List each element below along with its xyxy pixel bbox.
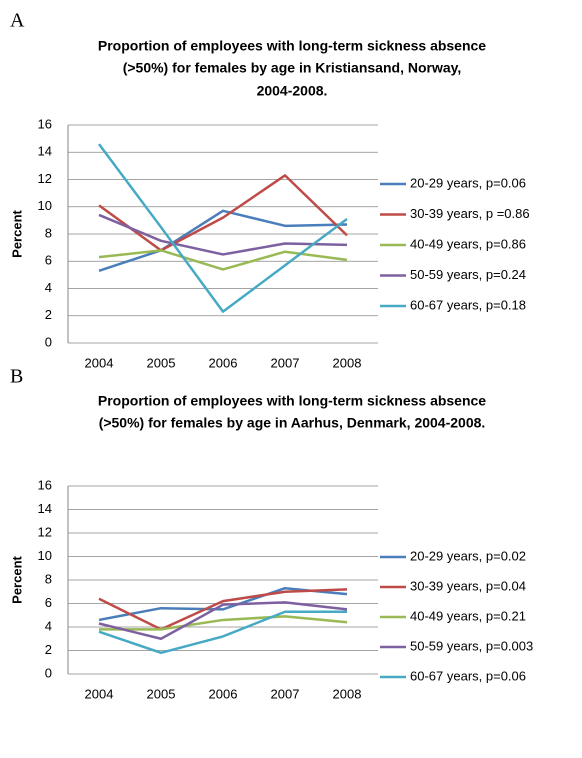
chart-title: Proportion of employees with long-term s… [98,38,486,54]
y-tick-label: 8 [45,571,52,586]
y-tick-label: 12 [38,171,52,186]
y-tick-label: 4 [45,280,52,295]
y-tick-label: 16 [38,116,52,131]
series-line [99,615,348,631]
y-tick-label: 6 [45,595,52,610]
y-tick-label: 14 [38,144,52,159]
y-tick-label: 8 [45,225,52,240]
series-line [98,213,348,256]
legend-label: 30-39 years, p =0.86 [410,206,530,221]
y-tick-label: 10 [38,198,52,213]
y-tick-label: 0 [45,665,52,680]
x-tick-label: 2004 [85,355,114,370]
series-line [98,249,348,271]
x-tick-label: 2005 [147,355,176,370]
y-axis-label: Percent [9,209,24,257]
y-tick-label: 12 [38,524,52,539]
chart-title: (>50%) for females by age in Aarhus, Den… [99,415,486,431]
x-tick-label: 2005 [147,686,176,701]
chart-title: Proportion of employees with long-term s… [98,393,486,409]
legend-label: 60-67 years, p=0.06 [410,668,526,683]
y-tick-label: 2 [45,307,52,322]
chart-title: 2004-2008. [257,83,328,99]
legend-label: 50-59 years, p=0.003 [410,638,533,653]
legend-label: 40-49 years, p=0.86 [410,236,526,251]
chart-title: (>50%) for females by age in Kristiansan… [123,60,462,76]
series-line [98,588,348,631]
y-tick-label: 0 [45,334,52,349]
x-tick-label: 2007 [271,355,300,370]
y-tick-label: 14 [38,501,52,516]
panel-label: B [10,366,23,388]
series-line [97,143,348,313]
x-tick-label: 2008 [333,686,362,701]
x-tick-label: 2004 [85,686,114,701]
legend-label: 40-49 years, p=0.21 [410,608,526,623]
series-line [98,209,348,272]
y-tick-label: 6 [45,253,52,268]
legend-label: 20-29 years, p=0.06 [410,175,526,190]
x-tick-label: 2006 [209,355,238,370]
y-tick-label: 10 [38,548,52,563]
legend-label: 50-59 years, p=0.24 [410,267,526,282]
legend-label: 20-29 years, p=0.02 [410,548,526,563]
y-tick-label: 4 [45,618,52,633]
x-tick-label: 2008 [333,355,362,370]
y-tick-label: 16 [38,477,52,492]
x-tick-label: 2006 [209,686,238,701]
x-tick-label: 2007 [271,686,300,701]
panel-label: A [10,10,25,32]
legend-label: 60-67 years, p=0.18 [410,297,526,312]
series-line [98,610,347,655]
legend-label: 30-39 years, p=0.04 [410,578,526,593]
y-tick-label: 2 [45,642,52,657]
y-axis-label: Percent [9,555,24,603]
series-line [98,174,348,252]
series-line [98,601,348,640]
